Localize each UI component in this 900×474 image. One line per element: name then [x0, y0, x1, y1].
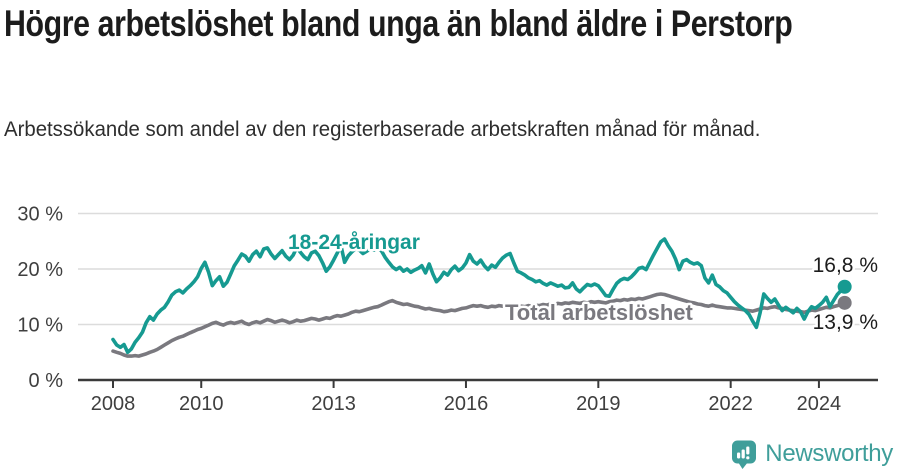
x-tick-label-2008: 2008: [91, 393, 136, 415]
x-tick-label-2019: 2019: [576, 393, 621, 415]
newsworthy-logo: Newsworthy: [731, 438, 893, 470]
series-end-dot-0: [837, 295, 852, 310]
y-tick-label-10: 10 %: [17, 315, 63, 337]
page-title: Högre arbetslöshet bland unga än bland ä…: [4, 3, 793, 44]
end-value-label-1: 16,8 %: [813, 254, 878, 277]
x-tick-label-2013: 2013: [311, 393, 356, 415]
series-line-1: [111, 237, 847, 355]
y-tick-label-20: 20 %: [17, 259, 63, 281]
page-subtitle: Arbetssökande som andel av den registerb…: [4, 118, 761, 141]
newsworthy-bubble-chart-icon: [732, 440, 757, 469]
series-label-0: Total arbetslöshet: [505, 300, 694, 325]
y-tick-label-30: 30 %: [17, 204, 63, 226]
series-label-1: 18-24-åringar: [288, 231, 420, 254]
x-tick-label-2024: 2024: [797, 393, 842, 415]
end-value-label-0: 13,9 %: [813, 311, 878, 334]
x-tick-label-2010: 2010: [179, 393, 224, 415]
line-chart: 2008 2010 2013 2016 2019 2022 2024 0 % 10 % 20 % 3…: [17, 204, 880, 416]
y-tick-label-0: 0 %: [29, 370, 64, 392]
newsworthy-wordmark: Newsworthy: [765, 440, 893, 467]
series-end-dot-1: [837, 279, 852, 294]
series-line-0: [111, 292, 847, 358]
x-tick-label-2022: 2022: [708, 393, 753, 415]
x-tick-label-2016: 2016: [444, 393, 489, 415]
